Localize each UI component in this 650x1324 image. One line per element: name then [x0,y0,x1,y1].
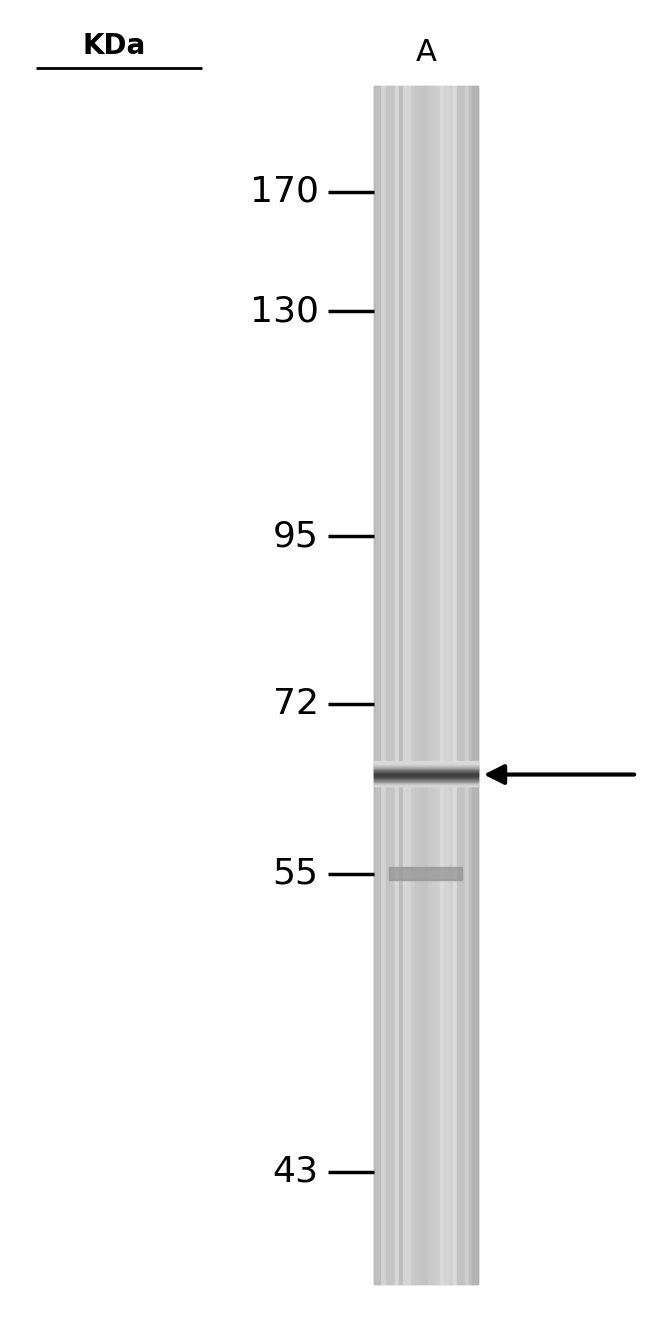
Bar [432,86,437,1284]
Bar [374,773,478,775]
Bar [407,86,412,1284]
Bar [448,86,454,1284]
Bar [440,86,445,1284]
Bar [386,86,391,1284]
Bar [411,86,416,1284]
Bar [374,772,478,773]
Text: KDa: KDa [82,32,146,61]
Bar [457,86,462,1284]
Bar [374,784,478,785]
Bar [474,86,478,1284]
Bar [428,86,433,1284]
Bar [374,767,478,768]
Bar [374,775,478,776]
Text: 95: 95 [272,519,318,553]
Bar [471,86,478,1284]
Bar [436,86,441,1284]
Bar [374,780,478,781]
Bar [453,86,458,1284]
Text: 43: 43 [272,1155,318,1189]
Bar [374,775,478,777]
Bar [374,86,380,1284]
Bar [382,86,387,1284]
Bar [469,86,474,1284]
Bar [374,780,478,781]
Bar [374,763,478,764]
Bar [424,86,428,1284]
Bar [461,86,466,1284]
Bar [374,764,478,765]
Bar [374,767,478,768]
Text: A: A [415,38,436,68]
Bar [378,86,383,1284]
Bar [374,761,478,763]
Bar [389,867,462,880]
Bar [374,86,478,1284]
Text: 55: 55 [272,857,318,891]
Bar [415,86,420,1284]
Bar [374,768,478,769]
Bar [374,776,478,777]
Bar [374,771,478,772]
Bar [445,86,449,1284]
Bar [374,773,478,775]
Bar [398,86,404,1284]
Bar [374,782,478,784]
Bar [374,779,478,780]
Bar [374,769,478,771]
Text: 170: 170 [250,175,318,209]
Bar [374,763,478,764]
Bar [374,784,478,785]
Text: 130: 130 [250,294,318,328]
Bar [374,777,478,779]
Bar [465,86,470,1284]
Bar [374,764,478,765]
Bar [374,768,478,771]
Bar [374,86,378,1284]
Bar [374,781,478,784]
Bar [374,765,478,767]
Bar [403,86,408,1284]
Bar [391,86,395,1284]
Bar [374,771,478,772]
Text: 72: 72 [272,687,318,722]
Bar [374,785,478,786]
Bar [395,86,399,1284]
Bar [374,777,478,779]
Bar [419,86,424,1284]
Bar [374,781,478,782]
